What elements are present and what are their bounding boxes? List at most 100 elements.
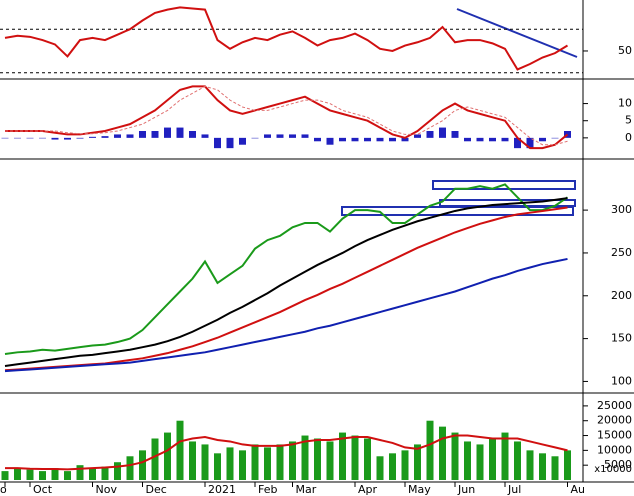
bar [564,450,571,480]
bar [326,441,334,480]
bar [39,471,46,480]
bar [351,137,359,142]
x-tick-label: Jun [457,483,475,496]
bar [114,462,121,480]
bar [114,134,121,138]
bar [439,426,446,480]
bar [314,137,321,142]
bar [89,136,96,138]
bar [489,137,496,142]
bar [501,137,509,142]
bar [214,453,221,480]
y-tick-label: 100 [611,374,632,387]
y-tick-label: 25000 [597,399,632,412]
series-line [4,197,568,368]
x-tick-label: Oct [33,483,53,496]
bar [101,466,109,480]
bar [1,137,9,139]
bar [239,137,246,145]
x-tick-label: 2021 [208,483,236,496]
bar [551,137,559,139]
bar [76,465,84,480]
bar [89,468,96,480]
range-box [432,180,576,190]
bar [251,444,259,480]
bar [1,471,9,480]
bar [201,444,209,480]
bar [289,441,296,480]
bar [76,137,84,139]
x-tick-label: Feb [258,483,277,496]
panel-borders [0,0,634,483]
bar [514,441,521,480]
bar [26,469,34,480]
bar [176,127,184,138]
bar [326,137,334,145]
bar [164,127,171,138]
bar [201,134,209,138]
bar [151,438,159,480]
bar [14,137,21,139]
bar [351,435,359,480]
unit-label: x10000 [594,464,632,475]
x-tick-label: Nov [96,483,118,496]
y-tick-label: 150 [611,332,632,345]
bar [426,420,434,480]
bar [501,432,509,480]
x-tick-label: Apr [358,483,378,496]
bar [301,435,309,480]
series-line [5,434,568,471]
bar [101,136,109,138]
bar [289,134,296,138]
bar [451,432,459,480]
y-tick-label: 5000 [604,458,632,471]
y-tick-label: 10 [618,97,632,110]
bar [339,432,346,480]
trend-line [456,8,578,58]
bar [314,438,321,480]
bar [264,447,271,480]
y-tick-label: 15000 [597,429,632,442]
bar [439,127,446,138]
x-tick-label: Mar [296,483,317,496]
bar [476,444,484,480]
y-tick-label: 250 [611,246,632,259]
bar [464,137,471,142]
bar [401,450,409,480]
bar [126,456,134,480]
bar [251,137,259,139]
bar [276,134,284,138]
bar [139,450,146,480]
y-tick-label: 10000 [597,443,632,456]
x-tick-label: May [408,483,431,496]
bar [164,432,171,480]
bar [226,447,234,480]
x-tick-label: o [0,483,7,496]
x-tick-label: Au [571,483,586,496]
bar [214,137,221,149]
bar [301,134,309,138]
bar [339,137,346,142]
bar [514,137,521,149]
bar [414,444,421,480]
y-tick-label: 20000 [597,414,632,427]
bar [376,137,384,142]
bar [389,137,396,142]
series-line [5,85,569,150]
bar [539,453,546,480]
x-tick-label: Dec [146,483,167,496]
bar [401,137,409,142]
bar [426,131,434,138]
bar [539,137,546,142]
bar [176,420,184,480]
series-line [4,183,569,356]
bar [364,137,371,142]
bar [226,137,234,149]
bar [51,137,59,140]
bar [14,468,21,480]
bar [551,456,559,480]
bar [151,131,159,138]
bar [51,468,59,480]
